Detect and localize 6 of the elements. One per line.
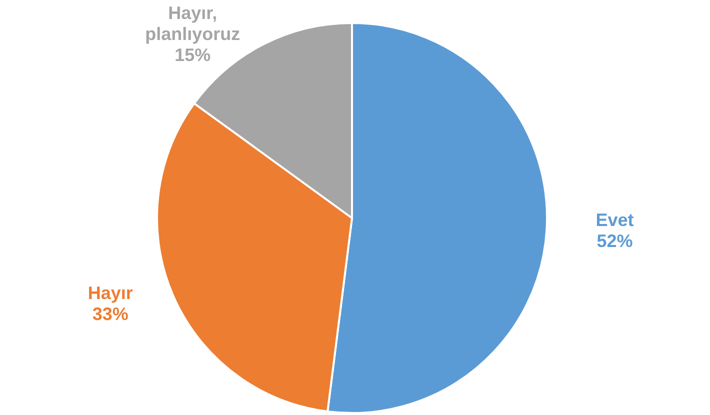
slice-label: Hayır, planlıyoruz	[145, 2, 240, 44]
slice-label: Evet	[596, 210, 634, 230]
data-label: 15%	[174, 44, 211, 65]
slice-label: Hayır	[88, 282, 133, 303]
data-label: 52%	[596, 230, 633, 251]
data-label: 33%	[92, 304, 128, 324]
